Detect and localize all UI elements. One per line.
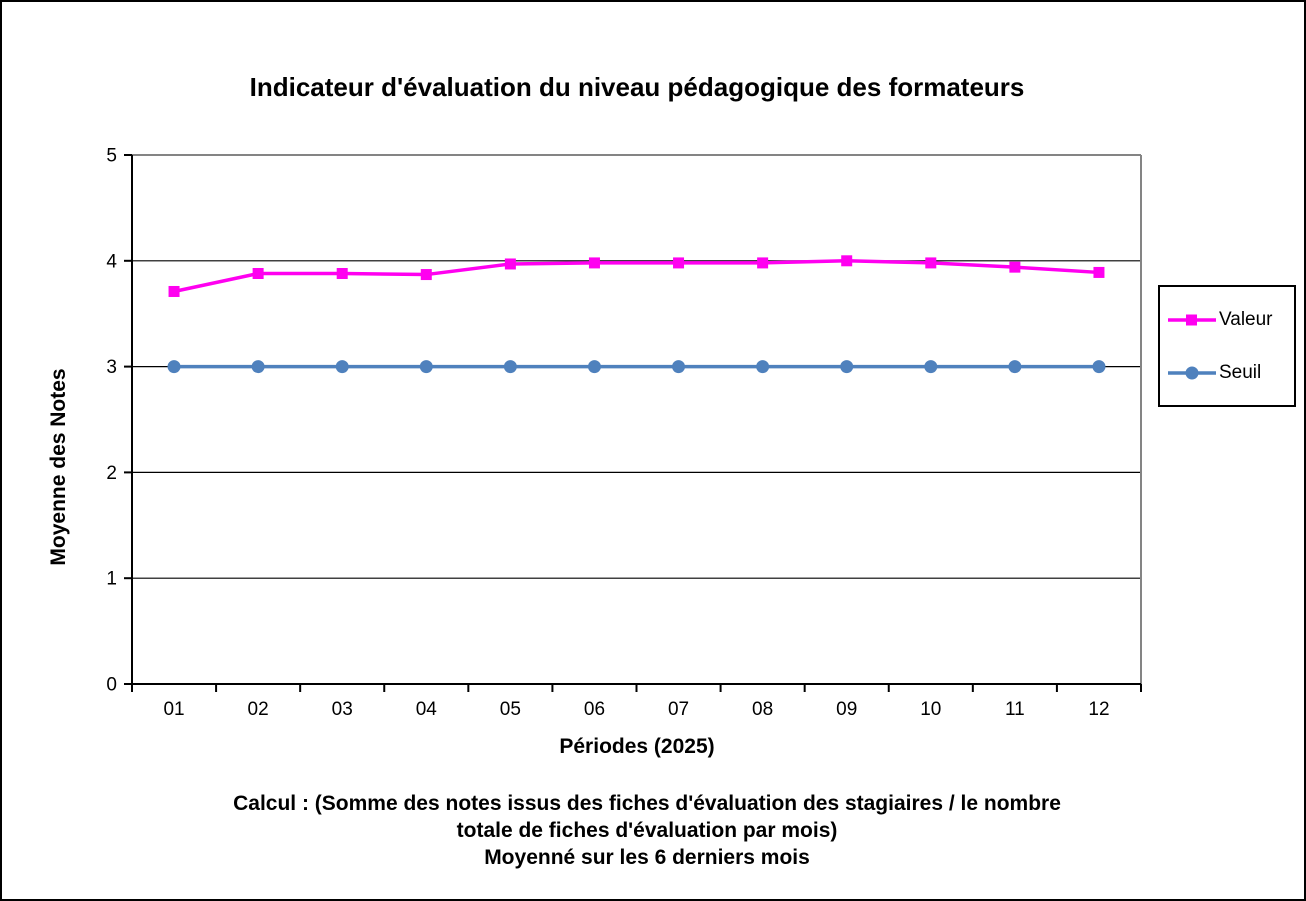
y-tick-label: 5 [106, 146, 117, 167]
x-tick-label: 08 [752, 699, 773, 720]
x-tick-label: 12 [1088, 699, 1109, 720]
data-point-marker-seuil [335, 360, 349, 374]
x-tick-label: 07 [668, 699, 689, 720]
y-tick-label: 0 [106, 675, 117, 696]
data-point-marker-valeur [168, 285, 180, 297]
data-point-marker-seuil [1092, 360, 1106, 374]
data-point-marker-valeur [252, 267, 264, 279]
x-tick-label: 04 [416, 699, 438, 720]
caption-line-3: Moyenné sur les 6 derniers mois [484, 846, 810, 869]
legend-swatch-square-icon [1168, 314, 1216, 325]
x-tick-label: 09 [836, 699, 857, 720]
data-point-marker-valeur [757, 257, 769, 269]
data-point-marker-seuil [840, 360, 854, 374]
y-tick-label: 3 [106, 357, 117, 378]
chart-title: Indicateur d'évaluation du niveau pédago… [249, 72, 1025, 102]
data-point-marker-seuil [756, 360, 770, 374]
x-axis-title: Périodes (2025) [559, 735, 715, 758]
legend-item-valeur: Valeur [1168, 309, 1292, 331]
y-tick-label: 2 [106, 463, 117, 484]
data-point-marker-seuil [587, 360, 601, 374]
data-point-marker-seuil [503, 360, 517, 374]
data-point-marker-valeur [420, 269, 432, 281]
x-tick-label: 11 [1005, 699, 1025, 720]
caption-line-1: Calcul : (Somme des notes issus des fich… [233, 792, 1061, 815]
data-point-marker-valeur [504, 258, 516, 270]
data-point-marker-valeur [588, 257, 600, 269]
data-point-marker-seuil [1008, 360, 1022, 374]
data-point-marker-valeur [1093, 266, 1105, 278]
x-tick-label: 02 [248, 699, 269, 720]
data-point-marker-valeur [841, 255, 853, 267]
caption: Calcul : (Somme des notes issus des fich… [2, 790, 1292, 871]
data-point-marker-seuil [419, 360, 433, 374]
x-tick-label: 05 [500, 699, 521, 720]
data-point-marker-valeur [925, 257, 937, 269]
caption-line-2: totale de fiches d'évaluation par mois) [456, 819, 838, 842]
data-point-marker-seuil [672, 360, 686, 374]
data-point-marker-seuil [924, 360, 938, 374]
legend-label: Seuil [1219, 361, 1262, 383]
series-line-valeur [173, 259, 1100, 294]
y-tick-label: 1 [106, 569, 117, 590]
legend-swatch-circle-icon [1168, 366, 1216, 379]
legend: Valeur Seuil [1158, 285, 1296, 407]
legend-label: Valeur [1219, 308, 1273, 330]
legend-item-seuil: Seuil [1168, 362, 1292, 384]
data-point-marker-seuil [251, 360, 265, 374]
data-point-marker-valeur [673, 257, 685, 269]
x-tick-label: 01 [163, 699, 184, 720]
data-point-marker-valeur [336, 267, 348, 279]
data-point-marker-seuil [167, 360, 181, 374]
x-tick-label: 06 [584, 699, 605, 720]
x-tick-label: 10 [920, 699, 941, 720]
data-point-marker-valeur [1009, 261, 1021, 273]
y-tick-label: 4 [106, 251, 117, 272]
x-tick-label: 03 [332, 699, 353, 720]
